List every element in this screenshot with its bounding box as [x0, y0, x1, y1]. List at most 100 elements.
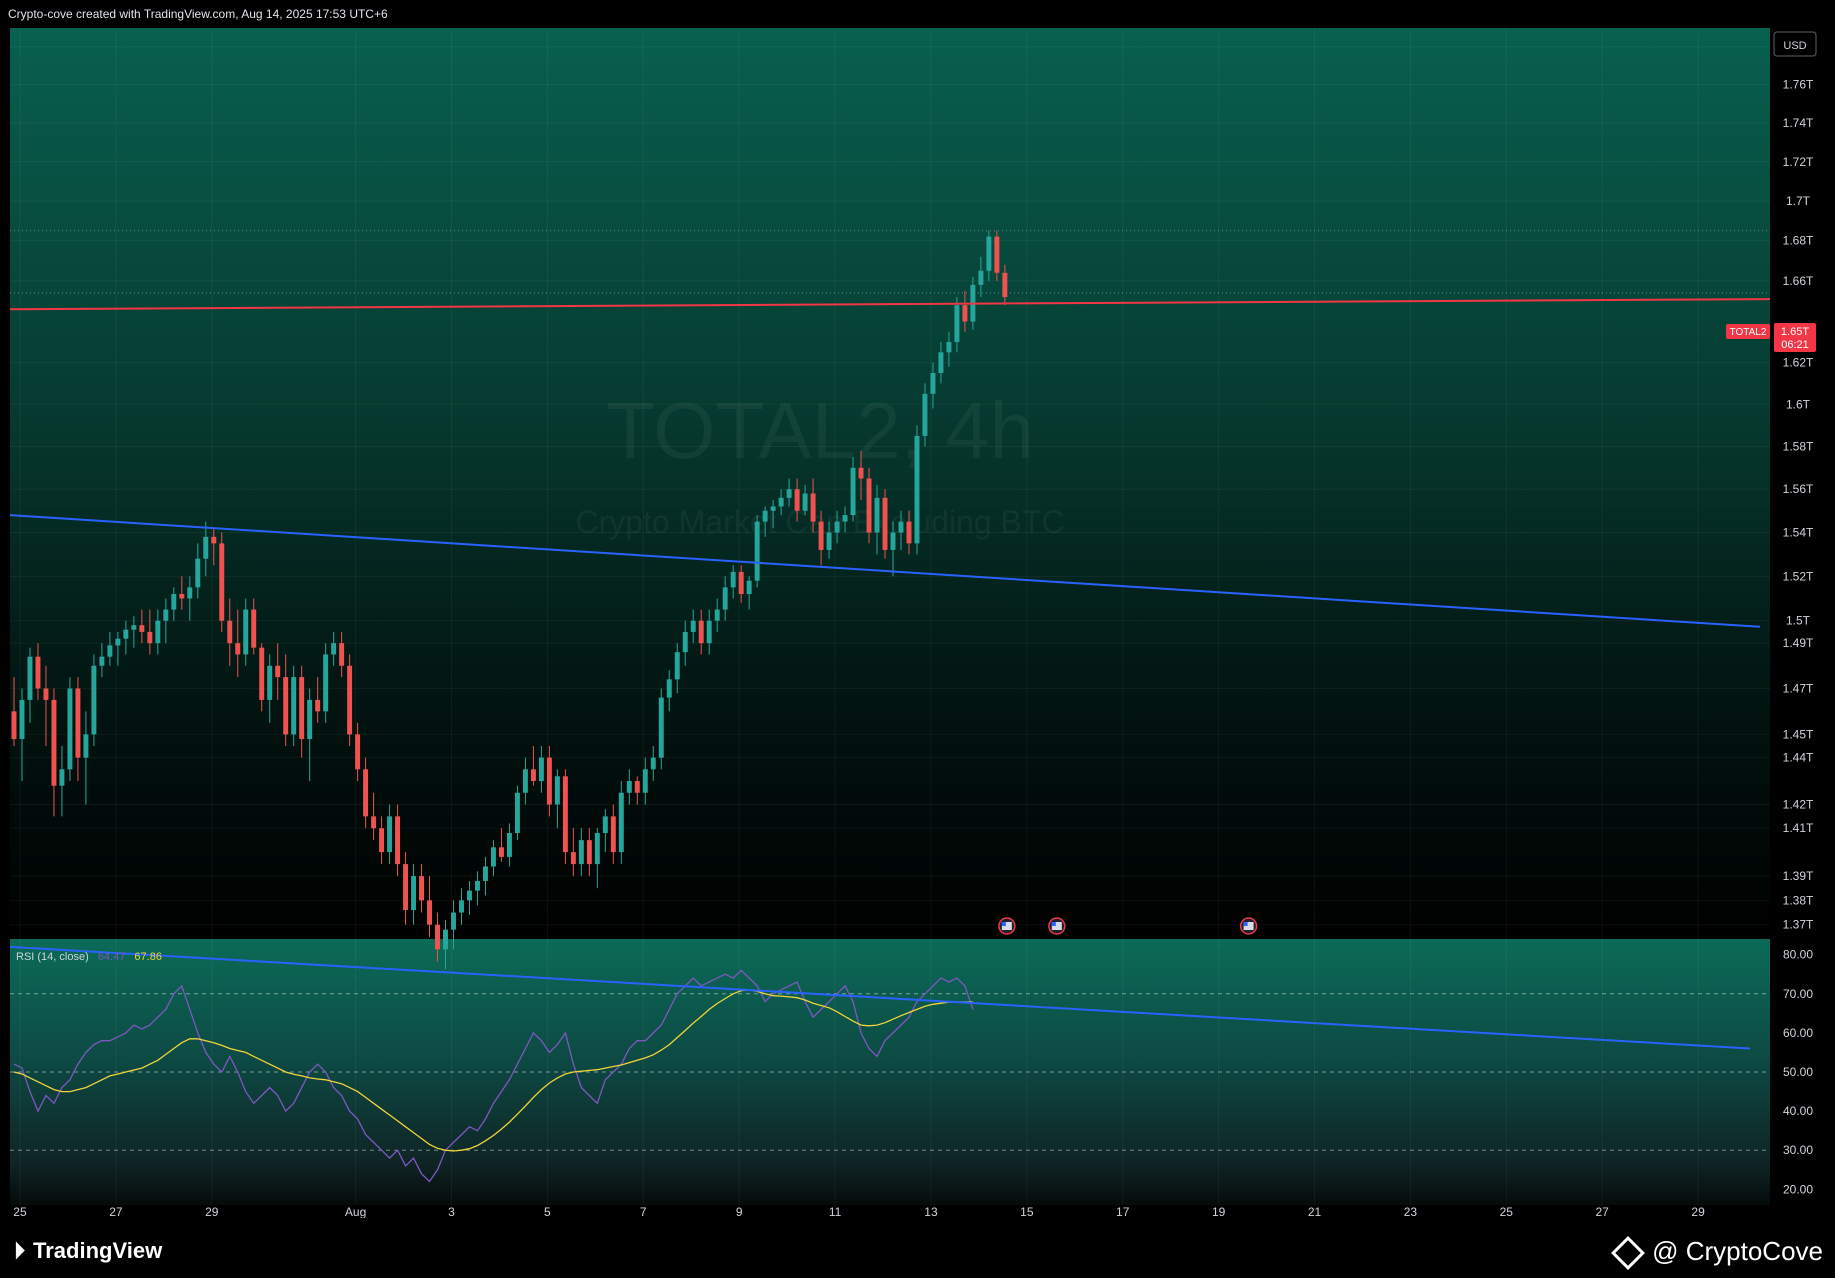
candle-up: [474, 880, 480, 891]
flag-stripes: [1051, 922, 1062, 930]
rsi-tick-label: 20.00: [1783, 1182, 1813, 1196]
candle-up: [666, 679, 672, 698]
resistance-line: [10, 298, 1771, 311]
candle-up: [930, 373, 936, 394]
candle-down: [395, 816, 401, 865]
candle-up: [938, 352, 944, 374]
drawn-lines[interactable]: [10, 298, 1771, 628]
candle-up: [131, 625, 137, 630]
time-tick-label: 25: [1500, 1205, 1514, 1218]
candle-down: [283, 677, 289, 735]
candle-up: [155, 620, 161, 644]
tradingview-logo-text: TradingView: [33, 1238, 163, 1263]
symbol-tag: [1726, 324, 1770, 339]
time-tick-label: 5: [544, 1205, 551, 1218]
flag-canton: [1001, 922, 1006, 926]
candle-down: [355, 734, 361, 770]
price-tick-label: 1.66T: [1783, 274, 1814, 288]
candle-up: [514, 792, 520, 833]
candle-down: [51, 699, 57, 786]
price-tick-label: 1.58T: [1783, 439, 1814, 453]
rsi-trendline: [10, 945, 1751, 1050]
time-tick-label: 29: [205, 1205, 219, 1218]
candle-down: [994, 236, 1000, 273]
candle-up: [898, 521, 904, 533]
candle-up: [770, 506, 776, 511]
price-tick-label: 1.44T: [1783, 751, 1814, 765]
time-tick-label: 29: [1691, 1205, 1705, 1218]
candle-down: [698, 620, 704, 644]
last-price-text: 1.65T: [1781, 326, 1809, 338]
flag-stripes: [1001, 922, 1012, 930]
rsi-axis[interactable]: 80.00 70.00 60.00 50.00 40.00 30.00 20.00: [1783, 948, 1813, 1197]
currency-badge[interactable]: USD: [1773, 31, 1817, 57]
candle-up: [307, 699, 313, 740]
candle-up: [642, 769, 648, 793]
tradingview-logo[interactable]: ⏵ TradingView: [14, 1238, 162, 1264]
candle-up: [674, 652, 680, 680]
x-axis-background: [10, 1205, 1770, 1218]
candle-up: [746, 580, 752, 595]
candle-up: [467, 890, 472, 901]
rsi-legend-value: 64.47: [98, 951, 126, 963]
rsi-tick-label: 30.00: [1783, 1143, 1813, 1157]
candle-up: [19, 699, 25, 740]
candle-up: [506, 832, 512, 857]
candle-up: [874, 497, 880, 533]
candle-up: [459, 900, 464, 913]
candle-down: [43, 688, 49, 700]
time-tick-label: 11: [829, 1205, 842, 1218]
price-tick-label: 1.52T: [1783, 569, 1814, 583]
candles: [11, 230, 1008, 970]
time-tick-label: 7: [640, 1205, 647, 1218]
price-tag[interactable]: TOTAL2 1.65T 06:21: [1726, 323, 1816, 352]
candle-up: [554, 776, 560, 805]
candle-up: [754, 521, 760, 581]
time-tick-label: 9: [736, 1205, 743, 1218]
candle-down: [810, 493, 816, 522]
candle-down: [858, 467, 864, 479]
time-tick-label: 23: [1404, 1205, 1418, 1218]
candle-down: [339, 643, 345, 666]
candle-down: [906, 521, 912, 544]
candle-up: [762, 510, 768, 522]
cryptocove-brand: @ CryptoCove: [1611, 1236, 1823, 1271]
candle-up: [954, 305, 960, 343]
candle-up: [163, 609, 169, 621]
candle-up: [834, 521, 840, 533]
time-axis[interactable]: 25 27 29 Aug 3 5 7 9 11 13 15 17 19 21 23 25 27 29: [13, 1205, 1705, 1218]
price-tick-label: 1.41T: [1783, 821, 1814, 835]
tradingview-logo-icon: ⏵: [14, 1238, 26, 1263]
rsi-legend[interactable]: RSI (14, close) 64.47 67.86: [16, 951, 162, 963]
price-tick-label: 1.45T: [1783, 727, 1814, 741]
event-markers[interactable]: [998, 917, 1258, 935]
candle-up: [291, 677, 297, 735]
candle-up: [187, 587, 193, 599]
candle-down: [251, 609, 257, 648]
rsi-plot: [10, 945, 1770, 1183]
rsi-pane-background: [10, 939, 1770, 1205]
candle-up: [443, 929, 448, 950]
candle-down: [882, 497, 888, 550]
candle-down: [211, 536, 217, 544]
candle-down: [403, 864, 409, 911]
chart-area[interactable]: TOTAL2, 4h Crypto Market Cap Excluding B…: [10, 28, 1825, 1218]
candle-up: [203, 536, 209, 559]
price-axis[interactable]: 1.78T1.76T1.74T1.72T1.7T1.68T1.66T1.62T1…: [1783, 40, 1814, 932]
flag-stripes: [1243, 922, 1254, 930]
rsi-line: [13, 969, 974, 1183]
chart-svg[interactable]: TOTAL2, 4h Crypto Market Cap Excluding B…: [10, 28, 1825, 1218]
candle-down: [546, 757, 552, 805]
currency-label: USD: [1783, 40, 1806, 52]
price-tick-label: 1.49T: [1783, 636, 1814, 650]
time-tick-label: 15: [1020, 1205, 1034, 1218]
candle-up: [387, 816, 393, 853]
candle-up: [115, 638, 121, 646]
candle-down: [259, 647, 265, 700]
candle-up: [522, 769, 528, 793]
candle-up: [67, 688, 73, 770]
price-tick-label: 1.62T: [1783, 356, 1814, 370]
watermark: TOTAL2, 4h Crypto Market Cap Excluding B…: [575, 386, 1064, 540]
candle-up: [714, 609, 720, 621]
rsi-legend-label: RSI (14, close): [16, 951, 89, 963]
